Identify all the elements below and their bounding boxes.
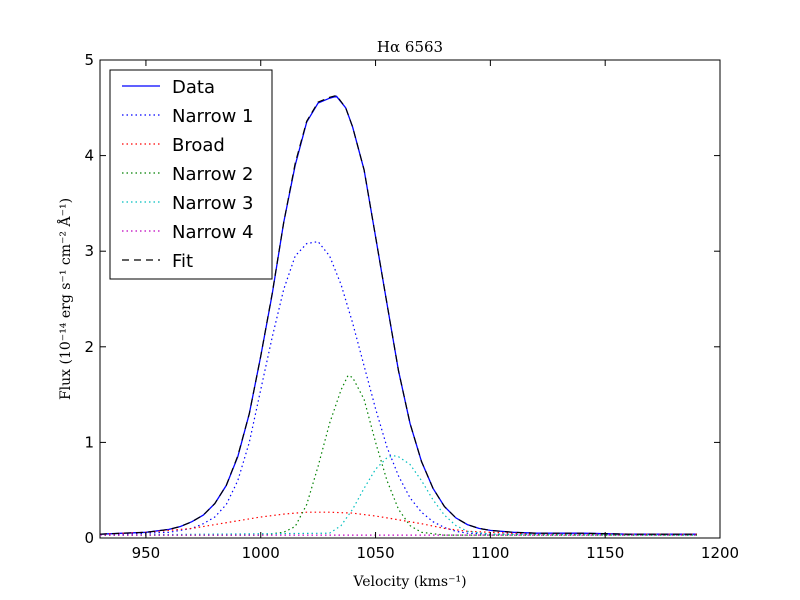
- legend-label-narrow-2: Narrow 2: [172, 164, 254, 185]
- y-tick-label: 5: [84, 51, 94, 69]
- series-group: [100, 94, 698, 536]
- ticks-group: 950 1000 1050 1100 1150 1200 0 1 2 3 4 5: [84, 51, 739, 562]
- legend-label-data: Data: [172, 77, 215, 98]
- x-tick-label: 1000: [242, 544, 280, 562]
- x-axis-label: Velocity (kms⁻¹): [352, 574, 466, 590]
- x-tick-label: 950: [132, 544, 161, 562]
- chart-title: Hα 6563: [377, 38, 443, 56]
- legend-label-narrow-3: Narrow 3: [172, 193, 254, 214]
- y-axis-label: Flux (10⁻¹⁴ erg s⁻¹ cm⁻² Å⁻¹): [56, 198, 74, 400]
- x-tick-label: 1050: [356, 544, 394, 562]
- x-tick-label: 1150: [586, 544, 624, 562]
- series-line-narrow-1: [100, 240, 697, 535]
- series-line-narrow-2: [100, 374, 697, 536]
- series-line-narrow-3: [100, 455, 698, 536]
- y-tick-label: 3: [84, 242, 94, 260]
- y-tick-label: 0: [84, 529, 94, 547]
- legend-label-narrow-1: Narrow 1: [172, 106, 254, 127]
- legend: Data Narrow 1 Broad Narrow 2 Narrow 3 Narrow …: [109, 69, 273, 280]
- series-line-fit: [100, 94, 697, 535]
- legend-label-fit: Fit: [172, 251, 193, 272]
- y-tick-label: 4: [84, 147, 94, 165]
- y-tick-label: 1: [84, 433, 94, 451]
- legend-label-narrow-4: Narrow 4: [172, 222, 254, 243]
- plot-area-frame: [99, 59, 721, 539]
- y-tick-label: 2: [84, 338, 94, 356]
- legend-label-broad: Broad: [172, 135, 225, 156]
- x-tick-label: 1200: [701, 544, 739, 562]
- x-tick-label: 1100: [471, 544, 509, 562]
- legend-box: [109, 69, 273, 280]
